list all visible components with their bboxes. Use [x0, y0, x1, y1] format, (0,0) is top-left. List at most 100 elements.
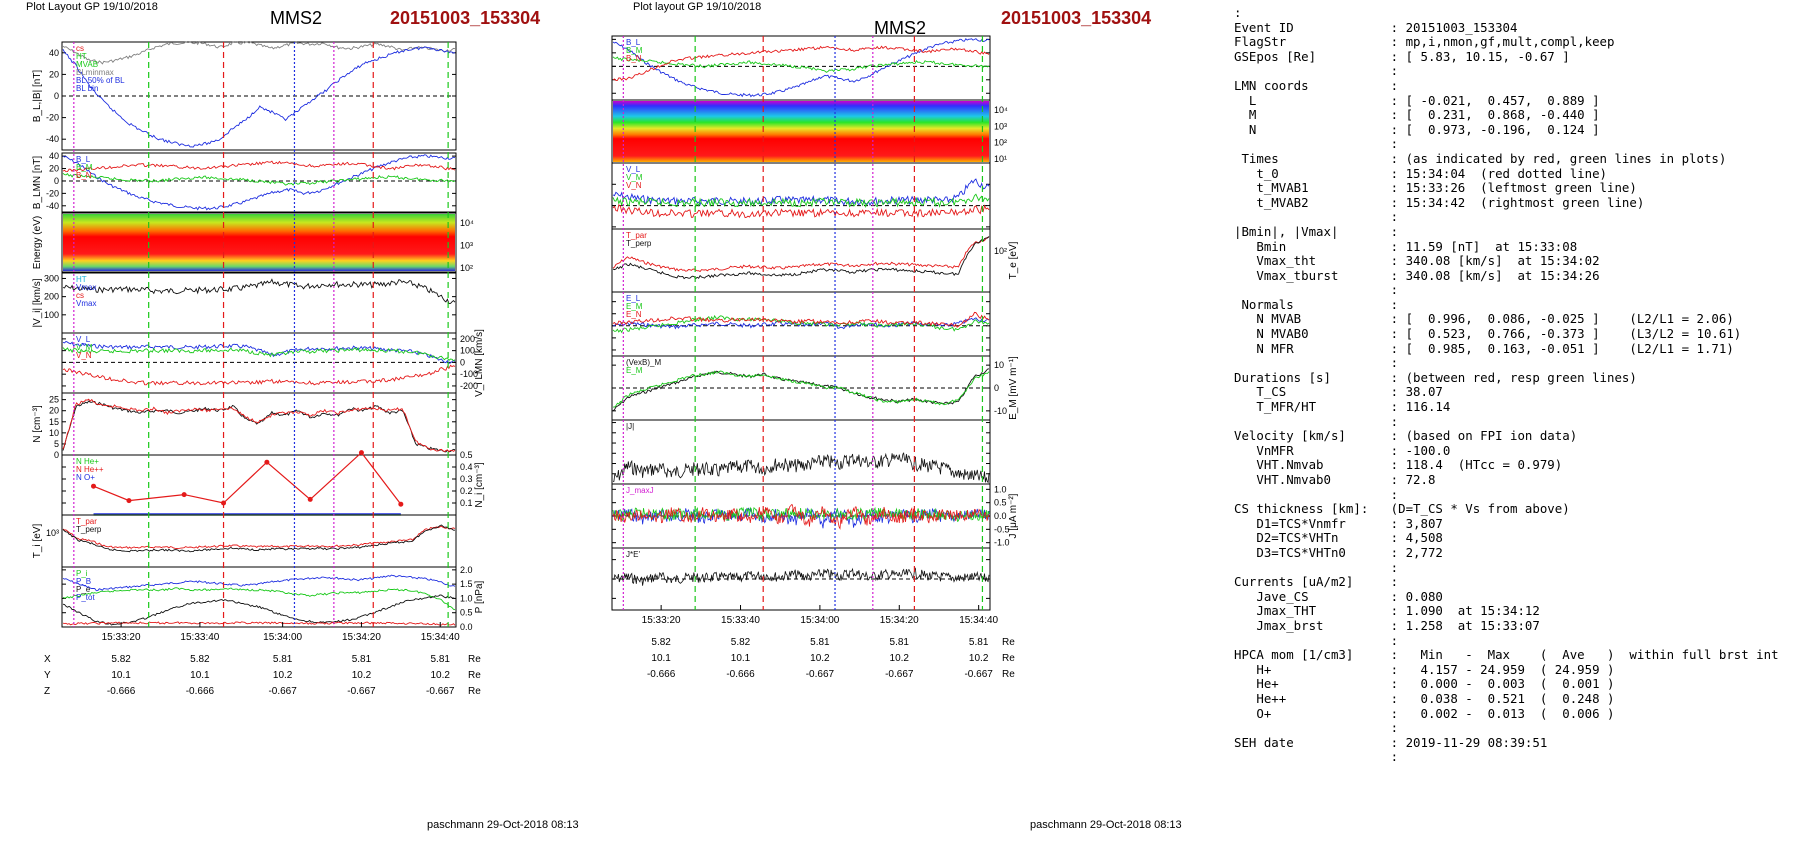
y-tick-label: 0.5 — [460, 608, 473, 618]
y-tick-label: 0 — [54, 450, 59, 460]
legend-entry: P_i — [76, 569, 88, 578]
legend-entry: MVAB — [76, 60, 98, 69]
coord-value: -0.667 — [268, 686, 297, 697]
legend-entry: N He++ — [76, 465, 104, 474]
data-point — [91, 483, 97, 489]
y-tick-label: 10³ — [46, 528, 59, 538]
summary-line: N : [ 0.973, -0.196, 0.124 ] — [1234, 121, 1600, 137]
coord-value: 10.2 — [273, 670, 293, 681]
series-line-BN — [62, 160, 456, 173]
series-line-Tpar — [62, 525, 456, 550]
series-line-JN — [612, 504, 990, 530]
summary-line: t_MVAB1 : 15:33:26 (leftmost green line) — [1234, 180, 1637, 196]
legend-entry: V_M — [76, 343, 93, 352]
y-tick-label: 1.0 — [460, 593, 473, 603]
series-line-Tperp — [62, 524, 455, 553]
summary-line: Velocity [km/s] : (based on FPI ion data… — [1234, 428, 1578, 444]
data-point — [398, 501, 404, 507]
y-tick-label: -200 — [460, 381, 478, 391]
series-line-EM — [612, 370, 990, 408]
legend-entry: BLminmax — [76, 68, 114, 77]
y-tick-label: 300 — [44, 273, 59, 283]
panel-frame — [611, 419, 991, 485]
summary-line: T_MFR/HT : 116.14 — [1234, 399, 1451, 415]
series-line-BM — [62, 172, 456, 186]
summary-line: He++ : 0.038 - 0.521 ( 0.248 ) — [1234, 690, 1615, 706]
y-tick-label: -10 — [994, 406, 1007, 416]
legend-entry: cs — [76, 44, 84, 53]
y-tick-label: 20 — [49, 69, 59, 79]
coord-value: 10.2 — [431, 670, 451, 681]
legend-entry: N He+ — [76, 457, 99, 466]
y-tick-label: 0 — [54, 91, 59, 101]
legend-entry: E_N — [626, 310, 642, 319]
y-tick-label: 25 — [49, 395, 59, 405]
panel-left-1: B_L,|B| [nT]40200-20-40csHTMVABBLminmaxB… — [32, 40, 457, 151]
series-line-EN — [612, 311, 990, 328]
coord-unit: Re — [1002, 669, 1015, 680]
panel-frame — [61, 454, 457, 516]
series-line-PB — [62, 594, 456, 626]
panel-middle-5: E_LMN [mV m⁻¹]20100-10-20E_LE_ME_N — [611, 291, 991, 357]
summary-line: H+ : 4.157 - 24.959 ( 24.959 ) — [1234, 661, 1615, 677]
y-tick-label: 20 — [49, 406, 59, 416]
summary-line: D2=TCS*VHTn : 4,508 — [1234, 530, 1443, 546]
y-axis-label: B_LMN [nT] — [32, 156, 43, 210]
panel-frame — [61, 152, 457, 213]
middle-footer: paschmann 29-Oct-2018 08:13 — [1030, 819, 1182, 831]
series-line-Pi — [62, 587, 456, 611]
coord-value: -0.667 — [964, 669, 993, 680]
y-axis-label: T_i [eV] — [32, 524, 43, 559]
coord-value: -0.667 — [806, 669, 835, 680]
series-line-Tperp — [612, 236, 990, 280]
summary-line: LMN coords : — [1234, 77, 1399, 93]
coord-label-X: X — [44, 654, 51, 665]
y-tick-label: 0.5 — [460, 450, 473, 460]
coord-unit: Re — [468, 670, 481, 681]
y-tick-label: 10³ — [994, 121, 1007, 131]
legend-entry: B_N — [76, 171, 92, 180]
y-tick-label: 0 — [460, 357, 465, 367]
legend-entry: V_M — [626, 173, 643, 182]
summary-line: VHT.Nmvab : 118.4 (HTcc = 0.979) — [1234, 457, 1563, 473]
summary-line: : — [1234, 749, 1399, 765]
panel-frame — [61, 566, 457, 628]
summary-line: Vmax_tht : 340.08 [km/s] at 15:34:02 — [1234, 253, 1600, 269]
y-tick-label: -40 — [46, 201, 59, 211]
summary-line: VHT.Nmvab0 : 72.8 — [1234, 472, 1436, 487]
coord-unit: Re — [468, 654, 481, 665]
panel-left-3: Energy (eV) 10⁴ 10³ 10² — [32, 212, 474, 273]
legend-entry: E_L — [626, 294, 641, 303]
y-tick-label: 0 — [994, 383, 999, 393]
y-tick-label: 10⁴ — [460, 218, 474, 228]
y-axis-label: P [nPa] — [474, 580, 485, 613]
data-point — [264, 459, 270, 465]
summary-line: |Bmin|, |Vmax| : — [1234, 223, 1399, 239]
series-line-NHPCA — [62, 398, 456, 453]
series-line-Vi — [62, 278, 456, 304]
summary-line: N MVAB0 : [ 0.523, 0.766, -0.373 ] (L3/L… — [1234, 326, 1742, 342]
series-line-N He++ — [93, 451, 402, 505]
summary-line: : — [1234, 486, 1399, 502]
summary-line: Event ID : 20151003_153304 — [1234, 19, 1518, 35]
panel-middle-6: E_M [mV m⁻¹] 10 0 -10 (VexB)_ME_M — [611, 355, 1019, 421]
panel-frame — [61, 514, 457, 568]
left-event-title: 20151003_153304 — [390, 8, 541, 28]
legend-entry: V_L — [76, 335, 91, 344]
left-spacecraft-title: MMS2 — [270, 8, 323, 28]
series-line-EM — [612, 314, 990, 334]
y-tick-label: -100 — [460, 369, 478, 379]
summary-line: N MVAB : [ 0.996, 0.086, -0.025 ] (L2/L1… — [1234, 311, 1734, 327]
y-tick-label: -1.0 — [994, 538, 1010, 548]
summary-line: D1=TCS*Vnmfr : 3,807 — [1234, 515, 1443, 531]
time-tick-label: 15:33:40 — [721, 615, 760, 626]
series-line-J — [612, 452, 990, 484]
panel-frame — [61, 272, 457, 334]
coord-label-Z: Z — [44, 686, 50, 697]
legend-entry: B_L — [626, 38, 641, 47]
middle-layout-label: Plot layout GP 19/10/2018 — [633, 1, 762, 13]
coord-value: 10.1 — [190, 670, 210, 681]
series-line-JE — [612, 567, 990, 586]
